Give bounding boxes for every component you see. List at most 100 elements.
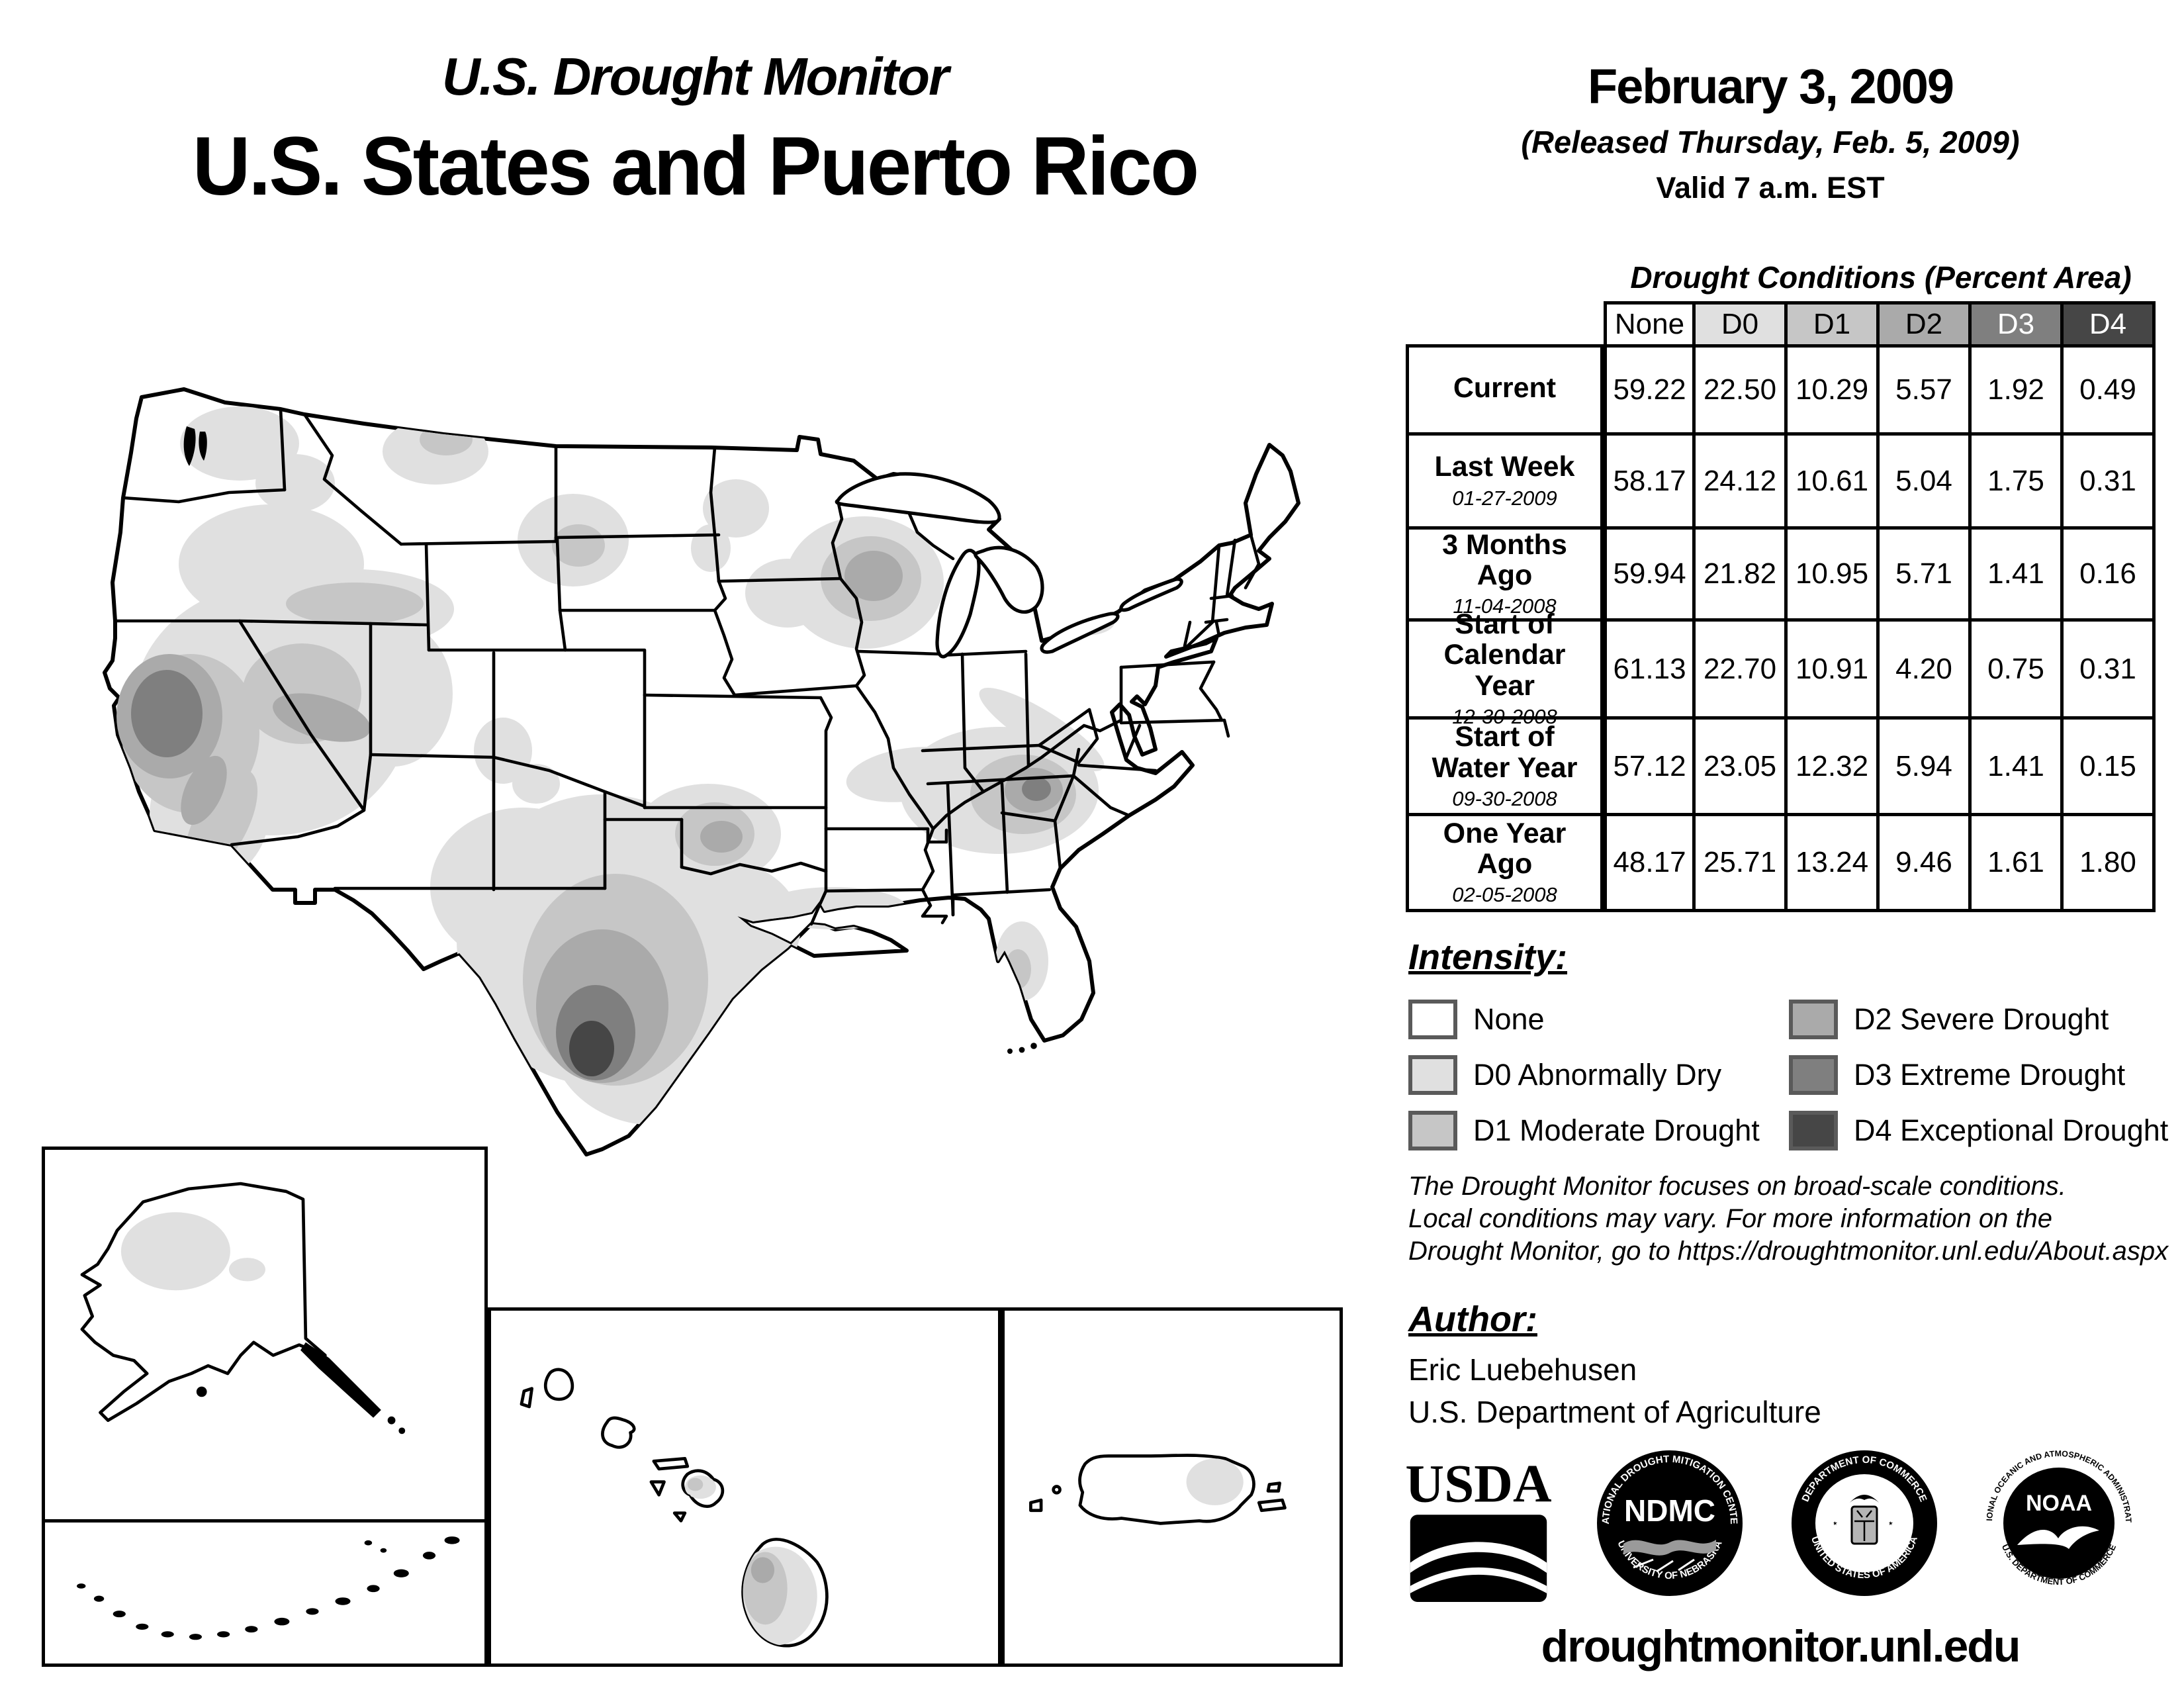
commerce-eagle-icon bbox=[1850, 1495, 1879, 1503]
table-cell: 25.71 bbox=[1692, 813, 1788, 912]
table-cell: 0.15 bbox=[2060, 716, 2156, 816]
legend-swatch-d4 bbox=[1789, 1111, 1838, 1150]
row-label: Last Week 01-27-2009 bbox=[1406, 432, 1604, 530]
table-cell: 1.41 bbox=[1968, 526, 2064, 622]
legend-label: D2 Severe Drought bbox=[1854, 1002, 2109, 1036]
table-cell: 5.71 bbox=[1876, 526, 1972, 622]
col-header-d3: D3 bbox=[1968, 301, 2064, 348]
table-cell: 5.94 bbox=[1876, 716, 1972, 816]
row-label: Start of Water Year 09-30-2008 bbox=[1406, 716, 1604, 816]
row-label-text: Start of Calendar Year bbox=[1443, 608, 1566, 702]
row-label-date: 01-27-2009 bbox=[1452, 486, 1557, 510]
table-cell: 10.95 bbox=[1784, 526, 1880, 622]
legend-swatch-none bbox=[1408, 1000, 1457, 1039]
commerce-logo: DEPARTMENT OF COMMERCE UNITED STATES OF … bbox=[1792, 1450, 1937, 1596]
author-name: Eric Luebehusen bbox=[1408, 1352, 1637, 1387]
table-cell: 1.41 bbox=[1968, 716, 2064, 816]
table-cell: 0.31 bbox=[2060, 432, 2156, 530]
legend-label: None bbox=[1473, 1002, 1545, 1036]
legend-item-d0: D0 Abnormally Dry bbox=[1408, 1047, 1789, 1103]
site-url: droughtmonitor.unl.edu bbox=[1541, 1621, 2021, 1671]
author-heading: Author: bbox=[1408, 1299, 1537, 1339]
table-cell: 1.92 bbox=[1968, 344, 2064, 436]
table-cell: 10.91 bbox=[1784, 618, 1880, 720]
intensity-heading: Intensity: bbox=[1408, 937, 1568, 977]
title-block: U.S. Drought Monitor U.S. States and Pue… bbox=[53, 46, 1337, 214]
page-title: U.S. States and Puerto Rico bbox=[192, 120, 1199, 212]
alaska-inset bbox=[42, 1147, 488, 1523]
ndmc-logo-text: NDMC bbox=[1624, 1493, 1715, 1528]
table-cell: 12.32 bbox=[1784, 716, 1880, 816]
table-title: Drought Conditions (Percent Area) bbox=[1630, 260, 2132, 295]
app-title: U.S. Drought Monitor bbox=[441, 47, 949, 106]
table-cell: 58.17 bbox=[1604, 432, 1696, 530]
note-line: Local conditions may vary. For more info… bbox=[1408, 1204, 2053, 1233]
table-cell: 4.20 bbox=[1876, 618, 1972, 720]
noaa-logo: NATIONAL OCEANIC AND ATMOSPHERIC ADMINIS… bbox=[1983, 1447, 2133, 1597]
table-cell: 22.70 bbox=[1692, 618, 1788, 720]
noaa-seagull-icon bbox=[2017, 1526, 2099, 1549]
legend-swatch-d0 bbox=[1408, 1055, 1457, 1095]
table-cell: 59.22 bbox=[1604, 344, 1696, 436]
row-label-text: Start of Water Year bbox=[1432, 721, 1578, 784]
valid-time: Valid 7 a.m. EST bbox=[1656, 171, 1885, 205]
table-cell: 23.05 bbox=[1692, 716, 1788, 816]
legend-item-none: None bbox=[1408, 992, 1789, 1047]
legend-label: D0 Abnormally Dry bbox=[1473, 1058, 1722, 1092]
legend-label: D1 Moderate Drought bbox=[1473, 1113, 1760, 1147]
note-line: The Drought Monitor focuses on broad-sca… bbox=[1408, 1172, 2066, 1201]
col-header-d0: D0 bbox=[1692, 301, 1788, 348]
table-cell: 57.12 bbox=[1604, 716, 1696, 816]
col-header-d4: D4 bbox=[2060, 301, 2156, 348]
legend-swatch-d2 bbox=[1789, 1000, 1838, 1039]
table-cell: 0.75 bbox=[1968, 618, 2064, 720]
note-line: Drought Monitor, go to https://droughtmo… bbox=[1408, 1237, 2169, 1266]
row-label-text: One Year Ago bbox=[1443, 817, 1567, 880]
table-cell: 59.94 bbox=[1604, 526, 1696, 622]
legend-label: D4 Exceptional Drought bbox=[1854, 1113, 2169, 1147]
row-label-text: Current bbox=[1453, 371, 1557, 404]
ndmc-logo: NATIONAL DROUGHT MITIGATION CENTER UNIVE… bbox=[1594, 1447, 1743, 1596]
col-header-d2: D2 bbox=[1876, 301, 1972, 348]
table-cell: 1.61 bbox=[1968, 813, 2064, 912]
table-cell: 5.04 bbox=[1876, 432, 1972, 530]
map-date: February 3, 2009 bbox=[1587, 59, 1954, 114]
row-label-date: 02-05-2008 bbox=[1452, 883, 1557, 907]
usda-field-block bbox=[1410, 1515, 1547, 1603]
table-cell: 0.16 bbox=[2060, 526, 2156, 622]
released-date: (Released Thursday, Feb. 5, 2009) bbox=[1521, 124, 2020, 160]
legend-item-d2: D2 Severe Drought bbox=[1789, 992, 2179, 1047]
disclaimer-notes: The Drought Monitor focuses on broad-sca… bbox=[1408, 1170, 2176, 1268]
legend-item-d1: D1 Moderate Drought bbox=[1408, 1103, 1789, 1158]
legend-swatch-d1 bbox=[1408, 1111, 1457, 1150]
conus-map bbox=[103, 387, 1300, 1156]
legend-label: D3 Extreme Drought bbox=[1854, 1058, 2126, 1092]
table-cell: 24.12 bbox=[1692, 432, 1788, 530]
row-label: Start of Calendar Year 12-30-2008 bbox=[1406, 609, 1604, 728]
row-label-date: 11-04-2008 bbox=[1453, 594, 1557, 618]
table-cell: 10.61 bbox=[1784, 432, 1880, 530]
row-label-text: Last Week bbox=[1434, 451, 1575, 483]
col-header-none: None bbox=[1604, 301, 1696, 348]
table-cell: 5.57 bbox=[1876, 344, 1972, 436]
aleutians-inset bbox=[42, 1519, 488, 1667]
row-label: Current bbox=[1406, 344, 1604, 436]
legend-item-d3: D3 Extreme Drought bbox=[1789, 1047, 2179, 1103]
drought-conditions-table: None D0 D1 D2 D3 D4 Current 59.22 22.50 … bbox=[1406, 301, 2156, 912]
col-header-d1: D1 bbox=[1784, 301, 1880, 348]
author-org: U.S. Department of Agriculture bbox=[1408, 1395, 1821, 1429]
table-corner bbox=[1406, 301, 1604, 348]
row-label-date: 09-30-2008 bbox=[1452, 786, 1557, 810]
noaa-logo-text: NOAA bbox=[2026, 1491, 2092, 1516]
table-cell: 10.29 bbox=[1784, 344, 1880, 436]
table-cell: 9.46 bbox=[1876, 813, 1972, 912]
date-block: February 3, 2009 (Released Thursday, Feb… bbox=[1410, 58, 2131, 205]
table-cell: 13.24 bbox=[1784, 813, 1880, 912]
table-cell: 61.13 bbox=[1604, 618, 1696, 720]
puerto-rico-inset bbox=[1001, 1307, 1343, 1667]
usda-logo: USDA bbox=[1406, 1454, 1551, 1603]
legend-swatch-d3 bbox=[1789, 1055, 1838, 1095]
intensity-legend: None D0 Abnormally Dry D1 Moderate Droug… bbox=[1408, 992, 2179, 1158]
state-borders bbox=[113, 407, 1261, 926]
row-label: 3 Months Ago 11-04-2008 bbox=[1406, 526, 1604, 622]
